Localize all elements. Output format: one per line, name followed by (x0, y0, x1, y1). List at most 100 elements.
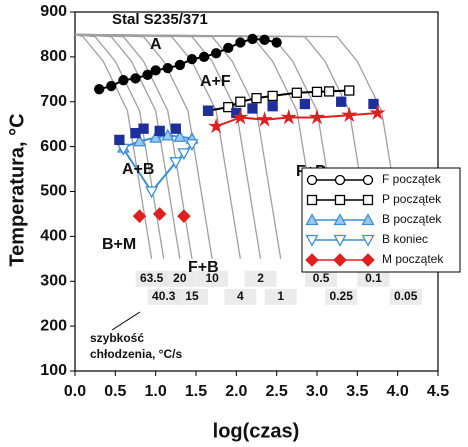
marker (333, 213, 347, 226)
marker (198, 51, 210, 63)
marker (259, 34, 270, 45)
marker (235, 96, 246, 107)
rate-label-bg (244, 270, 277, 287)
marker (247, 103, 258, 114)
x-tick-label: 4.0 (387, 383, 409, 400)
marker (145, 186, 159, 199)
marker (130, 73, 141, 84)
pointer (111, 311, 141, 331)
marker (299, 98, 311, 110)
caption: chłodzenia, °C/s (90, 347, 182, 361)
marker (118, 75, 129, 86)
marker (162, 62, 173, 74)
marker (361, 213, 375, 226)
legend-label: M początek (382, 252, 444, 266)
marker (207, 117, 225, 134)
marker (152, 207, 167, 221)
rate-label-bg (264, 288, 297, 305)
marker (114, 134, 125, 146)
x-tick-label: 2.5 (266, 383, 288, 400)
marker (334, 194, 346, 206)
marker (333, 253, 347, 267)
rate-label: 2 (257, 271, 264, 285)
y-tick-label: 200 (40, 317, 67, 334)
x-axis-label: log(czas) (213, 420, 300, 442)
rate-label-bg (175, 288, 208, 305)
marker (251, 93, 262, 104)
y-axis-label: Temperatura, °C (6, 113, 28, 266)
cooling-curve (74, 33, 165, 259)
y-tick-label: 500 (40, 183, 67, 200)
marker (308, 108, 326, 125)
marker (149, 130, 163, 143)
marker (305, 213, 319, 226)
y-tick-label: 700 (40, 93, 67, 110)
x-tick-label: 3.5 (346, 383, 368, 400)
marker (369, 104, 386, 120)
marker (361, 253, 375, 267)
y-tick-label: 400 (40, 228, 67, 245)
rate-label: 10 (205, 271, 219, 285)
marker (247, 33, 258, 45)
rate-label-bg (357, 270, 390, 287)
marker (150, 65, 161, 76)
marker (232, 108, 249, 125)
phase-label: F+B (188, 259, 219, 276)
marker (267, 101, 278, 112)
marker (311, 86, 323, 98)
marker (306, 194, 318, 206)
phase-label: A+B (122, 161, 154, 178)
rate-label: 0.1 (365, 271, 382, 285)
x-tick-label: 2.0 (225, 383, 247, 400)
chart-title: Stal S235/371 (112, 11, 208, 28)
rate-label: 1 (277, 289, 284, 303)
legend-label: B koniec (382, 232, 428, 246)
marker (336, 96, 347, 107)
legend-label: B początek (382, 212, 442, 226)
marker (170, 123, 181, 134)
legend-label: P początek (382, 192, 442, 206)
phase-label: A (150, 36, 162, 53)
marker (106, 80, 117, 92)
marker (173, 129, 187, 142)
marker (280, 108, 297, 125)
marker (142, 69, 153, 80)
marker (169, 157, 183, 170)
marker (362, 174, 374, 186)
marker (174, 59, 186, 71)
caption: szybkość (90, 331, 144, 345)
marker (291, 87, 302, 98)
rate-label-bg (305, 270, 338, 287)
legend (301, 167, 461, 273)
phase-label: A+F (200, 73, 231, 90)
marker (333, 234, 347, 247)
rate-label: 0.25 (330, 289, 354, 303)
cooling-curve (74, 33, 153, 259)
y-tick-label: 600 (40, 138, 67, 155)
marker (305, 234, 319, 247)
marker (202, 105, 214, 116)
marker (223, 101, 234, 113)
rate-label-bg (163, 270, 196, 287)
x-tick-label: 4.5 (427, 383, 449, 400)
rate-label: 4 (237, 289, 244, 303)
marker (323, 86, 335, 97)
marker (94, 84, 105, 95)
marker (344, 85, 355, 96)
series-line (98, 37, 277, 91)
rate-label-bg (325, 288, 358, 305)
x-tick-label: 1.0 (145, 383, 167, 400)
marker (177, 209, 191, 223)
marker (362, 194, 374, 206)
marker (186, 53, 198, 65)
marker (185, 139, 199, 152)
marker (133, 134, 147, 147)
x-tick-label: 3.0 (306, 383, 328, 400)
rate-label-bg (147, 288, 180, 305)
rate-label: 15 (185, 289, 199, 303)
rate-label: 63.5 (140, 271, 164, 285)
plot-layer: 63.5 40.3 20 15 10 421 0.50.25 0.1 0.05 (74, 33, 422, 305)
rate-label-bg (224, 288, 257, 305)
rate-label: 0.5 (313, 271, 330, 285)
marker (361, 234, 375, 247)
